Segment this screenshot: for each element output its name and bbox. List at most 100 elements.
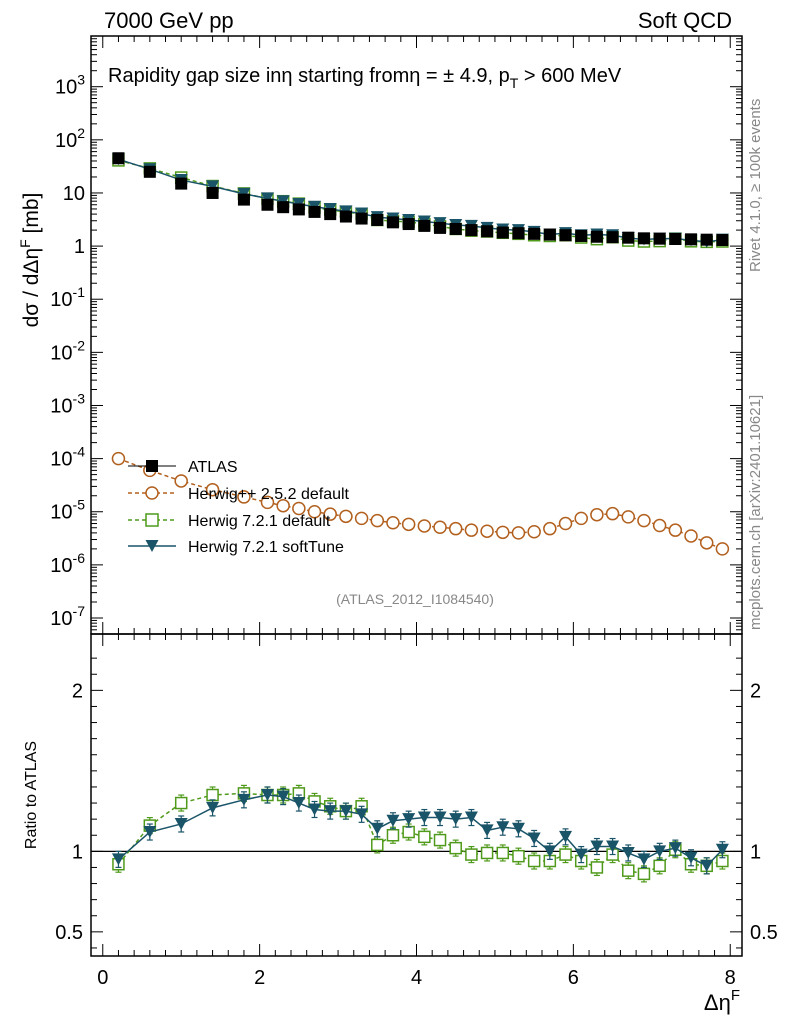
atlas-point: [371, 213, 384, 226]
mcplots-label: mcplots.cern.ch [arXiv:2401.10621]: [747, 395, 764, 630]
legend-entry-atlas: ATLAS: [128, 459, 238, 476]
ratio-h721-soft-point: [449, 813, 463, 826]
ratio-h721-soft-point: [237, 793, 251, 806]
legend-entry-h721-soft: Herwig 7.2.1 softTune: [128, 539, 344, 556]
y-tick-label-ratio-right: 1: [750, 841, 761, 863]
ratio-h721-soft-point: [111, 853, 125, 866]
ratio-h721-soft-point: [653, 845, 667, 858]
atlas-point: [669, 232, 682, 245]
ratio-h721-soft-point: [174, 817, 188, 830]
x-tick-label: 0: [97, 967, 108, 989]
ratio-h721-soft-point: [684, 851, 698, 864]
atlas-point: [465, 224, 478, 237]
ratio-plot-frame: [90, 633, 743, 957]
herwigpp-point: [480, 524, 494, 538]
herwigpp-point: [637, 513, 651, 528]
x-axis-label: ΔηF: [704, 987, 740, 1015]
main-y-axis-label: dσ / dΔηF [mb]: [17, 193, 43, 328]
ratio-h721-default-point: [512, 849, 525, 863]
atlas-point: [292, 203, 305, 216]
ratio-h721-soft-point: [402, 813, 416, 826]
ratio-y-axis-label: Ratio to ATLAS: [23, 741, 40, 849]
y-tick-label-main: 10-1: [50, 284, 85, 311]
herwigpp-point: [433, 520, 447, 535]
y-tick-label-main: 102: [55, 125, 85, 152]
herwigpp-point: [292, 501, 306, 516]
ratio-h721-default-point: [496, 846, 510, 860]
atlas-point: [590, 230, 603, 243]
herwigpp-point: [668, 523, 683, 537]
y-tick-label-ratio: 1: [72, 841, 83, 863]
ratio-axes-ticks: 0 2 4 6 8 0.5 0.5 1 1 2 2: [55, 634, 778, 989]
atlas-point: [261, 198, 274, 211]
ratio-h721-default-point: [433, 833, 447, 847]
herwigpp-point: [237, 490, 251, 504]
legend-atlas-label: ATLAS: [188, 459, 238, 476]
legend-h721-soft-marker: [145, 540, 159, 552]
h721-soft-point: [206, 180, 220, 193]
y-tick-label-main: 10-7: [50, 603, 85, 630]
ratio-h721-soft-point: [339, 805, 353, 818]
herwigpp-point: [684, 529, 698, 543]
legend-h721-default-label: Herwig 7.2.1 default: [188, 513, 331, 530]
ratio-h721-soft-point: [715, 843, 729, 856]
ratio-h721-soft-point: [606, 840, 620, 853]
y-tick-label-main: 103: [55, 72, 85, 99]
ratio-h721-soft-point: [260, 789, 274, 801]
x-tick-label: 6: [568, 967, 579, 989]
atlas-point: [206, 186, 219, 199]
herwigpp-point: [543, 521, 557, 536]
atlas-point: [700, 233, 713, 246]
herwigpp-point: [511, 526, 526, 540]
ratio-h721-soft-point: [621, 846, 635, 859]
ratio-h721-soft-point: [276, 790, 290, 803]
herwigpp-point: [605, 506, 620, 521]
process-label: Soft QCD: [638, 8, 732, 33]
legend-h721-default-marker: [145, 513, 159, 527]
atlas-point: [528, 227, 541, 240]
y-tick-label-ratio: 2: [72, 680, 83, 702]
herwigpp-point: [715, 542, 730, 556]
herwigpp-point: [260, 495, 275, 510]
ratio-h721-soft-point: [206, 801, 220, 814]
ratio-h721-default-point: [449, 841, 462, 855]
atlas-point: [175, 177, 188, 190]
ratio-h721-soft-point: [543, 845, 557, 858]
y-tick-label-main: 10-5: [50, 497, 85, 524]
herwigpp-point: [621, 510, 636, 524]
h721-soft-point: [260, 192, 274, 205]
atlas-point: [496, 226, 509, 239]
ratio-h721-default-point: [480, 846, 494, 860]
atlas-point: [481, 225, 494, 238]
x-tick-label: 8: [725, 967, 736, 989]
energy-label: 7000 GeV pp: [104, 8, 234, 33]
atlas-point: [143, 165, 156, 178]
ratio-h721-default-point: [418, 830, 431, 844]
ratio-h721-default-point: [371, 838, 384, 852]
ratio-h721-soft-point: [433, 811, 447, 824]
ratio-h721-default-point: [653, 859, 666, 873]
herwigpp-point: [386, 516, 400, 530]
y-tick-label-main: 10-3: [50, 390, 85, 417]
herwigpp-point: [276, 498, 290, 513]
atlas-point: [606, 231, 619, 244]
legend-atlas-marker: [146, 460, 158, 472]
y-tick-label-ratio-right: 0.5: [750, 922, 778, 944]
ratio-h721-default-point: [206, 788, 219, 802]
herwigpp-point: [417, 519, 432, 533]
atlas-point: [308, 205, 321, 218]
legend-herwigpp-marker: [145, 486, 159, 500]
herwigpp-point: [527, 525, 541, 539]
y-tick-label-main: 10-4: [50, 444, 85, 471]
ratio-h721-default-point: [527, 854, 541, 868]
analysis-id-label: (ATLAS_2012_I1084540): [336, 591, 494, 607]
atlas-point: [716, 234, 729, 247]
atlas-point: [402, 218, 415, 231]
ratio-h721-soft-point: [323, 805, 337, 818]
atlas-point: [277, 201, 290, 214]
atlas-point: [386, 216, 399, 229]
ratio-h721-soft-point: [464, 811, 478, 824]
ratio-h721-soft-point: [574, 848, 588, 861]
legend: ATLAS Herwig++ 2.5.2 default Herwig 7.2.…: [128, 459, 350, 556]
